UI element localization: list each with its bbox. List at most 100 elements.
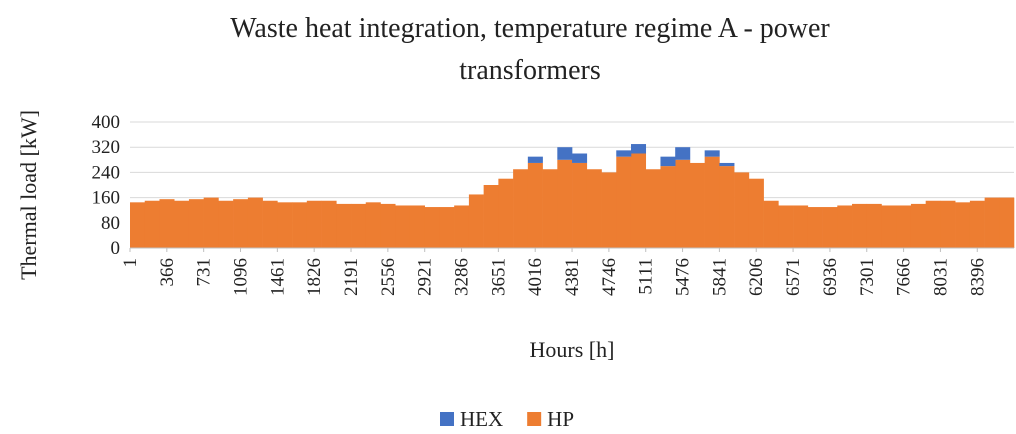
x-tick-label: 1096 [231, 258, 252, 296]
bar [925, 200, 941, 248]
y-axis-label: Thermal load [kW] [16, 110, 41, 280]
bar [852, 203, 868, 248]
chart-title: Waste heat integration, temperature regi… [230, 13, 830, 86]
bar [321, 200, 337, 248]
legend-label: HEX [460, 407, 503, 431]
bar [734, 172, 750, 248]
bar [837, 205, 853, 248]
bar [336, 203, 352, 248]
bar [513, 169, 529, 248]
bar [542, 169, 558, 248]
bar [351, 203, 367, 248]
bar [424, 207, 440, 248]
bar [468, 194, 484, 248]
bar [896, 205, 912, 248]
y-tick-label: 320 [92, 137, 121, 158]
bar [940, 200, 956, 248]
bar [557, 147, 573, 160]
bar [704, 150, 720, 157]
x-tick-label: 4746 [599, 258, 620, 296]
bar [292, 202, 308, 248]
bar [395, 205, 411, 248]
x-tick-label: 2191 [341, 258, 362, 296]
bar [409, 205, 426, 248]
x-tick-label: 3651 [488, 258, 509, 296]
bar [365, 202, 381, 248]
bar [748, 178, 764, 248]
x-tick-label: 6571 [783, 258, 804, 296]
bar [233, 199, 249, 248]
x-tick-label: 7301 [857, 258, 878, 296]
x-tick-label: 4381 [562, 258, 583, 296]
x-tick-label: 2556 [378, 258, 399, 296]
legend-label: HP [547, 407, 574, 431]
bar [630, 144, 647, 154]
bar [866, 203, 882, 248]
bar [807, 207, 823, 248]
bar [218, 200, 234, 248]
bar [881, 205, 897, 248]
y-tick-label: 160 [92, 188, 121, 209]
bar [159, 199, 175, 248]
bar [439, 207, 455, 248]
bar [174, 200, 190, 248]
bar [572, 162, 588, 248]
x-tick-label: 4016 [525, 258, 546, 296]
bar [704, 156, 720, 248]
x-tick-label: 5111 [636, 258, 657, 295]
bar [144, 200, 160, 248]
bar [616, 156, 632, 248]
bar [130, 202, 146, 248]
bar [527, 162, 543, 248]
bar [793, 205, 809, 248]
x-tick-label: 1826 [304, 258, 325, 296]
bar [527, 156, 543, 163]
x-tick-label: 1461 [267, 258, 288, 296]
bar [247, 197, 263, 248]
bar [483, 185, 499, 248]
x-tick-label: 5841 [709, 258, 730, 296]
bar [778, 205, 794, 248]
x-tick-label: 2921 [415, 258, 436, 296]
x-tick-label: 1 [120, 258, 141, 268]
x-axis-label: Hours [h] [530, 337, 615, 362]
bar [188, 199, 204, 248]
x-tick-label: 5476 [673, 258, 694, 296]
bar [277, 202, 293, 248]
x-tick-label: 8031 [930, 258, 951, 296]
x-tick-label: 6206 [746, 258, 767, 296]
bar [630, 153, 647, 248]
legend-swatch [440, 412, 454, 426]
bar [999, 197, 1015, 248]
y-tick-label: 400 [92, 112, 121, 133]
bar [203, 197, 219, 248]
bar [616, 150, 632, 157]
bar [557, 159, 573, 248]
bar [660, 166, 676, 248]
legend-swatch [527, 412, 542, 426]
bar [601, 172, 617, 248]
bar [572, 153, 588, 163]
y-tick-label: 80 [101, 213, 120, 234]
bar [660, 156, 676, 167]
bar [675, 147, 691, 160]
y-tick-label: 0 [111, 238, 121, 259]
bar [689, 162, 705, 248]
bar [306, 200, 322, 248]
x-tick-label: 731 [194, 258, 215, 287]
bar [984, 197, 1000, 248]
bar [719, 162, 735, 167]
bar [454, 205, 470, 248]
bar [675, 159, 691, 248]
bar [969, 200, 985, 248]
x-tick-label: 8396 [967, 258, 988, 296]
bar [955, 202, 971, 248]
x-tick-label: 6936 [820, 258, 841, 296]
bar [586, 169, 602, 248]
bar [763, 200, 779, 248]
bar [719, 166, 735, 248]
bar [910, 203, 926, 248]
bar [380, 203, 396, 248]
